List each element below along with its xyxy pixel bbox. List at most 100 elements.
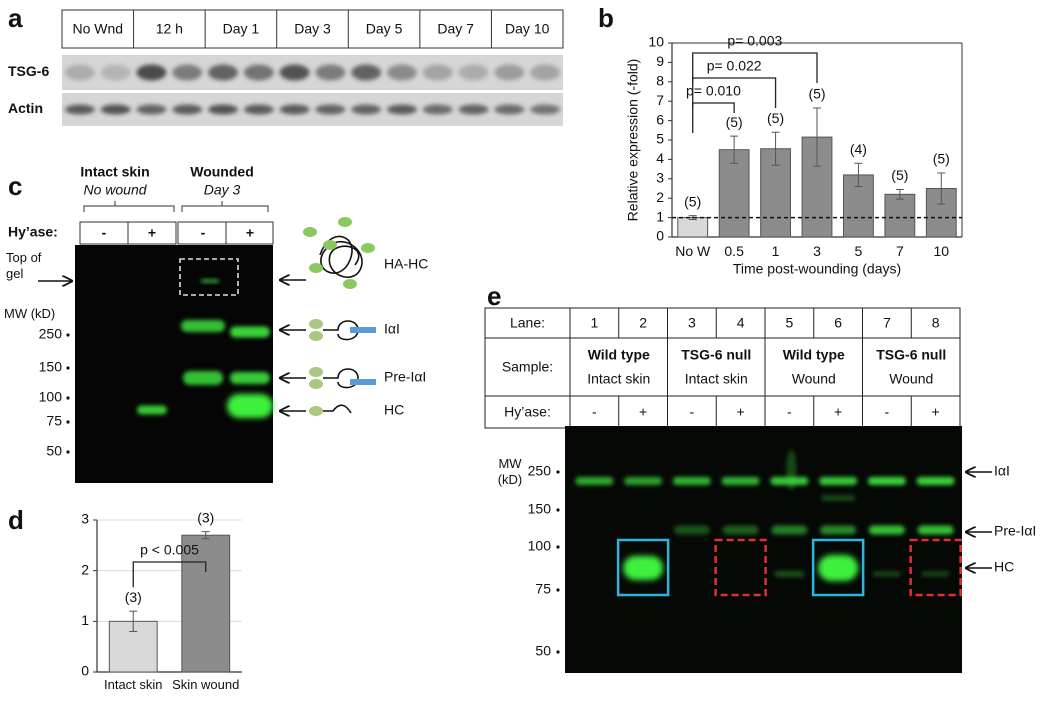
lane-number: 7 [883, 315, 891, 331]
lane-number: 8 [932, 315, 940, 331]
panel-label: d [8, 505, 24, 535]
ha-hc-icon [319, 235, 363, 279]
hyase-sign: - [201, 225, 206, 241]
row-label: Actin [8, 100, 43, 116]
blot-band [422, 104, 453, 115]
n-label: (5) [808, 86, 825, 102]
gel-band [673, 525, 710, 535]
blot-band [494, 64, 525, 81]
highlight-box [179, 258, 239, 296]
gel-band [786, 450, 797, 490]
gel-band [917, 525, 954, 535]
row-label: TSG-6 [8, 63, 49, 79]
x-axis-label: Time post-wounding (days) [733, 261, 901, 277]
hyase-sign: + [834, 404, 842, 420]
y-axis-label: Relative expression (-fold) [625, 59, 641, 222]
heavy-chain-icon [309, 379, 323, 389]
heavy-chain-icon [309, 319, 323, 329]
gel-band [868, 525, 905, 535]
band-label: IαI [994, 463, 1010, 479]
blot-band [315, 64, 346, 81]
header-box [61, 9, 564, 49]
y-tick-label: 10 [648, 34, 664, 50]
gel-band [624, 477, 663, 485]
y-tick-label: 7 [656, 92, 664, 108]
y-tick-label: 1 [81, 612, 89, 628]
x-tick-label: 10 [933, 243, 950, 259]
heavy-chain-icon [309, 406, 323, 416]
blot-band [136, 64, 167, 81]
group-subtitle: Day 3 [204, 182, 241, 198]
blot-band [351, 64, 382, 81]
blot-band [136, 104, 167, 115]
blot-band [422, 64, 453, 81]
comparison-bracket [692, 52, 818, 83]
group-subtitle: No wound [83, 182, 147, 198]
comparison-label: p= 0.003 [727, 33, 782, 49]
comparison-label: p < 0.005 [140, 542, 199, 558]
blot-band [279, 64, 310, 81]
blot-band [172, 64, 203, 81]
blot-band [64, 104, 95, 115]
lane-number: 5 [785, 315, 793, 331]
comparison-bracket [692, 77, 777, 108]
y-tick-label: 4 [656, 150, 664, 166]
n-label: (3) [125, 589, 142, 605]
bikunin-icon [350, 379, 376, 385]
gel-band [821, 495, 856, 501]
band-label: Pre-IαI [994, 523, 1036, 539]
blot-band [100, 64, 131, 81]
mw-tick-label: 250 [528, 463, 552, 479]
n-label: (5) [891, 167, 908, 183]
x-tick-label: 5 [854, 243, 863, 259]
y-tick-label: 6 [656, 111, 664, 127]
n-label: (4) [850, 141, 867, 157]
mw-dot [66, 396, 70, 400]
mw-dot [66, 333, 70, 337]
y-tick-label: 0 [81, 663, 89, 679]
mw-tick-label: 150 [39, 359, 63, 375]
table-row-label: Hy’ase: [504, 404, 551, 420]
sample-genotype: TSG-6 null [681, 347, 751, 363]
blot-band [386, 64, 417, 81]
mw-tick-label: 100 [39, 389, 63, 405]
x-tick-label: 7 [895, 243, 904, 259]
heavy-chain-icon [309, 263, 323, 273]
mw-tick-label: 50 [535, 643, 551, 659]
y-tick-label: 0 [656, 228, 664, 244]
mw-dot [66, 366, 70, 370]
x-tick-label: Intact skin [103, 678, 163, 692]
column-label: Day 5 [366, 21, 403, 37]
mw-dot [556, 650, 560, 654]
sample-tissue: Intact skin [587, 371, 650, 387]
blot-band [494, 104, 525, 115]
mw-tick-label: 50 [46, 443, 62, 459]
gel-band [201, 279, 219, 283]
panel-label: e [487, 281, 501, 311]
blot-band [243, 64, 274, 81]
x-tick-label-box: 7 [895, 243, 904, 259]
y-tick-label: 1 [656, 208, 664, 224]
blot-band [279, 104, 310, 115]
blot-band [530, 104, 561, 115]
y-tick-label: 9 [656, 53, 664, 69]
mw-dot [556, 588, 560, 592]
sample-genotype: Wild type [588, 347, 650, 363]
y-tick-label: 2 [656, 189, 664, 205]
blot-band [208, 64, 239, 81]
gel-band [672, 477, 711, 485]
x-tick-label: Skin wound [172, 678, 240, 692]
mw-tick-label: 150 [528, 501, 552, 517]
gel [565, 426, 962, 673]
mw-dot [556, 470, 560, 474]
n-label: (3) [197, 509, 214, 525]
hyase-sign: - [690, 404, 695, 420]
x-tick-label-box: 10 [933, 243, 950, 259]
table-frame [484, 307, 961, 429]
blot-band [530, 64, 561, 81]
gel-band [183, 371, 223, 385]
heavy-chain-icon [309, 331, 323, 341]
y-tick-label: 2 [81, 561, 89, 577]
